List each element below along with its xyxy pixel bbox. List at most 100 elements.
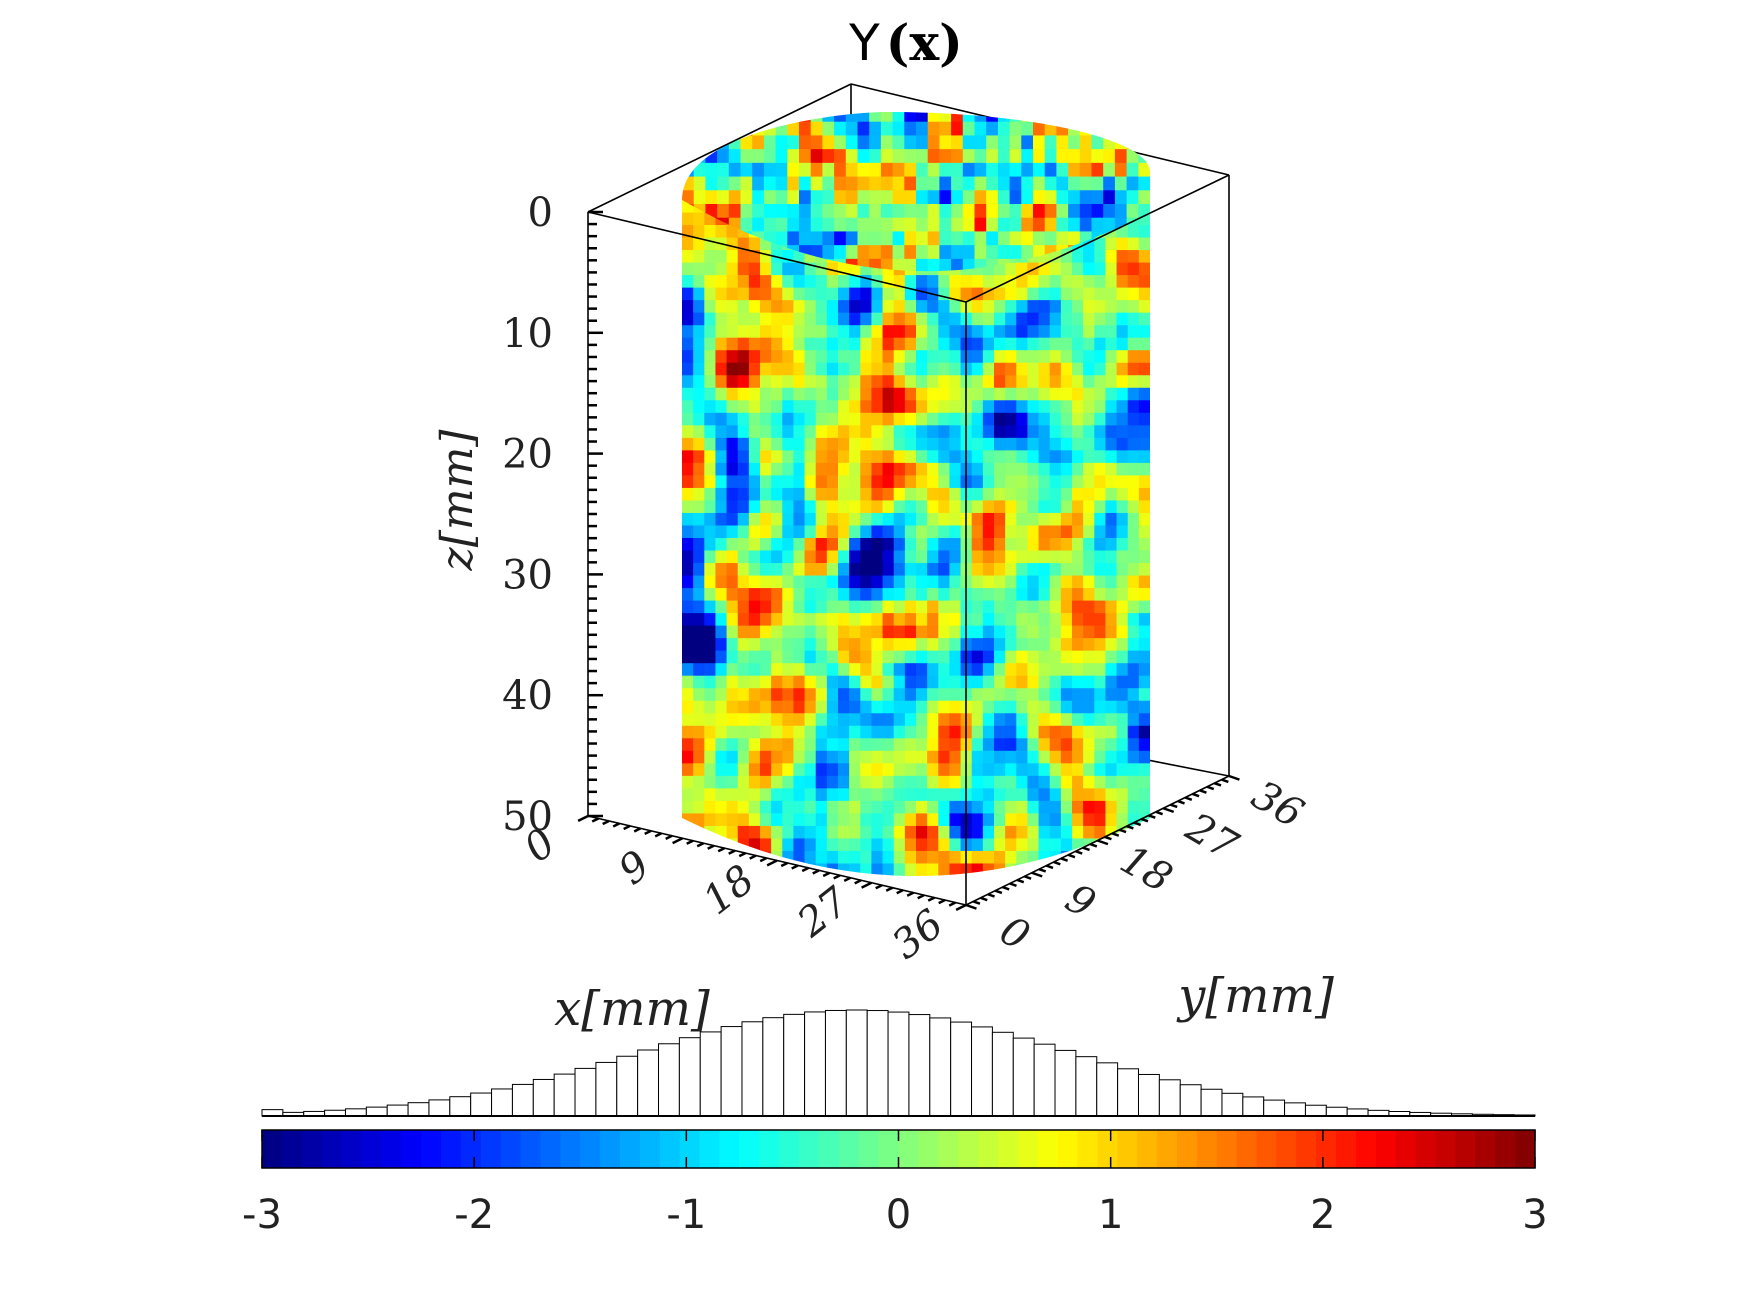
voxel-side: [748, 550, 761, 564]
voxel-side: [971, 550, 984, 564]
voxel-side: [904, 500, 917, 514]
voxel-side: [682, 550, 694, 564]
voxel-side: [1105, 300, 1118, 314]
voxel-side: [982, 863, 995, 876]
voxel-top: [904, 176, 917, 191]
voxel-side: [916, 613, 928, 627]
voxel-side: [1138, 538, 1150, 552]
voxel-side: [927, 425, 939, 439]
voxel-side: [1138, 250, 1150, 264]
voxel-side: [838, 400, 850, 414]
voxel-side: [737, 588, 750, 602]
voxel-side: [1060, 525, 1073, 539]
voxel-side: [793, 262, 806, 276]
voxel-side: [737, 575, 750, 589]
voxel-side: [1049, 525, 1062, 539]
voxel-side: [793, 350, 806, 364]
voxel-side: [782, 713, 795, 727]
voxel-side: [893, 700, 906, 714]
voxel-top: [1056, 112, 1069, 123]
voxel-side: [1116, 487, 1129, 502]
voxel-side: [982, 500, 995, 514]
voxel-side: [1038, 713, 1051, 727]
voxel-side: [849, 650, 861, 664]
voxel-side: [682, 287, 694, 301]
voxel-side: [1116, 813, 1129, 827]
voxel-side: [916, 350, 928, 364]
voxel-side: [1138, 387, 1150, 401]
voxel-side: [782, 437, 795, 451]
voxel-side: [748, 525, 761, 539]
voxel-side: [849, 337, 861, 351]
voxel-side: [938, 450, 951, 464]
histogram-bar: [678, 1037, 701, 1117]
voxel-side: [982, 825, 995, 840]
voxel-top: [916, 204, 929, 219]
voxel-side: [971, 375, 984, 389]
voxel-side: [771, 813, 783, 827]
voxel-side: [1094, 688, 1107, 702]
voxel-side: [893, 738, 906, 752]
voxel-side: [826, 362, 839, 376]
voxel-side: [1105, 237, 1118, 251]
voxel-side: [1116, 462, 1129, 477]
voxel-side: [838, 825, 850, 840]
voxel-top: [1114, 112, 1128, 123]
voxel-side: [971, 337, 984, 351]
voxel-side: [860, 863, 873, 876]
voxel-side: [893, 775, 906, 789]
voxel-side: [994, 450, 1006, 464]
voxel-side: [1105, 387, 1118, 401]
voxel-top: [869, 121, 882, 137]
voxel-top: [1009, 176, 1022, 191]
voxel-side: [916, 362, 928, 376]
voxel-top: [986, 149, 999, 164]
voxel-top: [1033, 204, 1046, 219]
voxel-side: [682, 825, 694, 840]
voxel-side: [826, 450, 839, 464]
voxel-side: [704, 650, 717, 664]
voxel-side: [782, 250, 795, 264]
voxel-side: [1038, 475, 1051, 489]
voxel-top: [904, 217, 917, 233]
voxel-side: [748, 250, 761, 264]
voxel-side: [1116, 337, 1129, 351]
voxel-side: [737, 725, 750, 739]
voxel-side: [882, 750, 895, 764]
voxel-top: [857, 121, 870, 137]
voxel-side: [826, 713, 839, 727]
voxel-side: [949, 825, 962, 840]
voxel-top: [997, 135, 1011, 150]
voxel-side: [893, 563, 906, 577]
voxel-side: [1094, 300, 1107, 314]
voxel-side: [927, 375, 939, 389]
voxel-side: [982, 350, 995, 364]
voxel-side: [1094, 325, 1107, 339]
voxel-top: [1103, 176, 1116, 191]
voxel-top: [693, 135, 706, 150]
voxel-side: [704, 287, 717, 301]
voxel-top: [763, 176, 777, 191]
voxel-side: [1038, 425, 1051, 439]
histogram-bar: [762, 1017, 785, 1117]
histogram-bar: [1179, 1084, 1202, 1117]
voxel-side: [949, 638, 962, 652]
voxel-side: [704, 788, 717, 802]
voxel-side: [693, 525, 705, 539]
voxel-side: [737, 813, 750, 827]
voxel-side: [860, 825, 873, 840]
voxel-side: [815, 750, 828, 764]
voxel-side: [1038, 763, 1051, 777]
voxel-side: [704, 462, 717, 477]
voxel-side: [949, 425, 962, 439]
voxel-side: [815, 462, 828, 477]
voxel-side: [871, 350, 884, 364]
histogram-bar: [658, 1043, 680, 1117]
voxel-top: [927, 112, 940, 123]
voxel-side: [904, 287, 917, 301]
voxel-side: [1005, 575, 1017, 589]
voxel-side: [893, 437, 906, 451]
voxel-side: [1005, 763, 1017, 777]
voxel-side: [1060, 588, 1073, 602]
voxel-side: [1105, 412, 1118, 426]
